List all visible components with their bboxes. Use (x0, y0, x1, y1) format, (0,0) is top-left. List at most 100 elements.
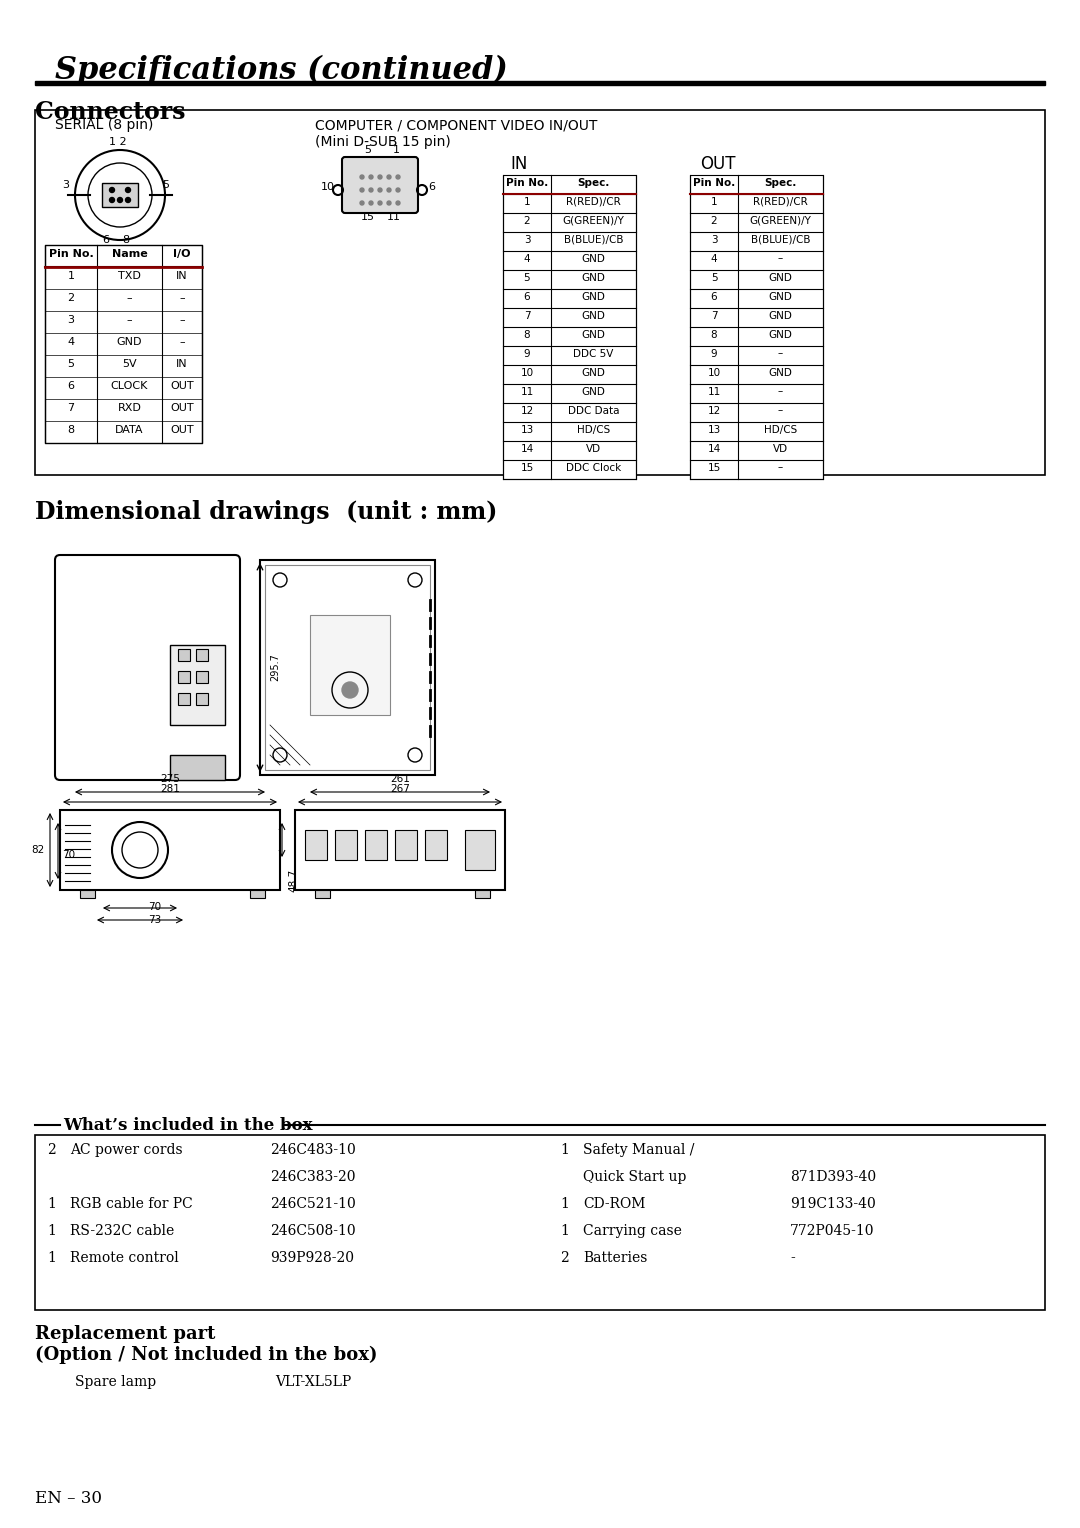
Text: 70: 70 (62, 850, 76, 860)
Text: TXD: TXD (118, 270, 140, 281)
Text: VD: VD (586, 443, 602, 454)
Circle shape (396, 176, 400, 179)
Text: DDC Clock: DDC Clock (566, 463, 621, 472)
Text: Replacement part
(Option / Not included in the box): Replacement part (Option / Not included … (35, 1325, 378, 1365)
Text: 82: 82 (31, 845, 45, 856)
Text: 1: 1 (48, 1196, 56, 1212)
Text: Name: Name (111, 249, 147, 260)
Text: VD: VD (773, 443, 788, 454)
Text: Safety Manual /: Safety Manual / (583, 1143, 694, 1157)
Bar (178, 649, 190, 662)
Text: –: – (778, 463, 783, 472)
Circle shape (378, 202, 382, 205)
Text: 15: 15 (521, 463, 534, 472)
Bar (690, 176, 823, 478)
FancyBboxPatch shape (35, 110, 1045, 475)
Text: 2: 2 (48, 1143, 56, 1157)
Text: 5: 5 (524, 272, 530, 283)
Text: 6: 6 (524, 292, 530, 301)
Text: 5: 5 (711, 272, 717, 283)
Text: 1: 1 (524, 197, 530, 206)
Text: OUT: OUT (700, 154, 735, 173)
Text: (Mini D-SUB 15 pin): (Mini D-SUB 15 pin) (315, 134, 450, 150)
Text: GND: GND (769, 330, 793, 339)
Text: VLT-XL5LP: VLT-XL5LP (275, 1375, 351, 1389)
Circle shape (125, 188, 131, 193)
Bar (249, 889, 265, 898)
Text: Remote control: Remote control (70, 1251, 179, 1265)
Text: 772P045-10: 772P045-10 (789, 1224, 875, 1238)
Text: Spec.: Spec. (578, 177, 610, 188)
Text: CLOCK: CLOCK (111, 380, 148, 391)
Text: –: – (126, 315, 133, 325)
Text: RGB cable for PC: RGB cable for PC (70, 1196, 192, 1212)
Bar (305, 830, 327, 860)
Text: GND: GND (769, 272, 793, 283)
Text: 5V: 5V (122, 359, 137, 368)
Text: COMPUTER / COMPONENT VIDEO IN/OUT: COMPUTER / COMPONENT VIDEO IN/OUT (315, 118, 597, 131)
Bar (265, 565, 430, 770)
Circle shape (369, 202, 373, 205)
Bar (45, 244, 202, 443)
Circle shape (109, 188, 114, 193)
Text: 261: 261 (390, 775, 410, 784)
Text: 11: 11 (521, 387, 534, 396)
Circle shape (360, 176, 364, 179)
Text: RXD: RXD (118, 403, 141, 413)
Text: 3: 3 (524, 234, 530, 244)
Text: 2: 2 (67, 293, 75, 303)
Text: GND: GND (117, 338, 143, 347)
Circle shape (109, 197, 114, 203)
Text: –: – (778, 348, 783, 359)
Bar (260, 559, 435, 775)
Circle shape (369, 176, 373, 179)
Text: Connectors: Connectors (35, 99, 186, 124)
Text: GND: GND (581, 292, 606, 301)
Text: 8: 8 (524, 330, 530, 339)
Text: 10: 10 (521, 368, 534, 377)
Text: 7: 7 (711, 310, 717, 321)
Circle shape (378, 188, 382, 193)
Bar (426, 830, 447, 860)
Text: IN: IN (176, 359, 188, 368)
Text: DDC Data: DDC Data (568, 405, 619, 416)
Circle shape (342, 681, 357, 698)
Text: Carrying case: Carrying case (583, 1224, 681, 1238)
Text: –: – (778, 405, 783, 416)
Text: IN: IN (510, 154, 527, 173)
Text: 2: 2 (561, 1251, 569, 1265)
Bar (475, 889, 490, 898)
Text: B(BLUE)/CB: B(BLUE)/CB (564, 234, 623, 244)
Text: 2: 2 (524, 215, 530, 226)
Circle shape (396, 202, 400, 205)
Text: SERIAL (8 pin): SERIAL (8 pin) (55, 118, 153, 131)
Text: 1: 1 (48, 1251, 56, 1265)
Text: –: – (778, 254, 783, 263)
Text: 7: 7 (524, 310, 530, 321)
Text: 13: 13 (707, 425, 720, 434)
Circle shape (118, 197, 122, 203)
Text: Pin No.: Pin No. (49, 249, 93, 260)
Text: 6: 6 (429, 182, 435, 193)
Text: 12: 12 (521, 405, 534, 416)
Text: 4: 4 (67, 338, 75, 347)
Text: GND: GND (769, 310, 793, 321)
Text: 1: 1 (711, 197, 717, 206)
Text: 6: 6 (67, 380, 75, 391)
FancyBboxPatch shape (55, 555, 240, 779)
Text: OUT: OUT (171, 380, 193, 391)
Text: 12: 12 (707, 405, 720, 416)
Text: Spare lamp: Spare lamp (75, 1375, 157, 1389)
Bar (178, 694, 190, 704)
Text: –: – (179, 315, 185, 325)
Text: G(GREEN)/Y: G(GREEN)/Y (563, 215, 624, 226)
Text: OUT: OUT (171, 425, 193, 435)
Text: OUT: OUT (171, 403, 193, 413)
Bar (310, 614, 390, 715)
Circle shape (369, 188, 373, 193)
Text: 4: 4 (524, 254, 530, 263)
Text: –: – (179, 338, 185, 347)
Bar (503, 176, 636, 478)
Text: 10: 10 (707, 368, 720, 377)
Circle shape (125, 197, 131, 203)
